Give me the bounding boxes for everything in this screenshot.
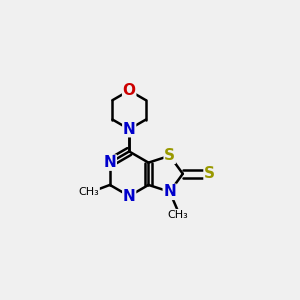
Text: CH₃: CH₃	[167, 209, 188, 220]
Text: S: S	[204, 166, 215, 181]
Text: S: S	[164, 148, 175, 163]
Text: N: N	[103, 155, 116, 170]
Text: CH₃: CH₃	[79, 187, 99, 197]
Text: N: N	[123, 189, 136, 204]
Text: N: N	[163, 184, 176, 199]
Text: O: O	[123, 83, 136, 98]
Text: N: N	[123, 122, 136, 137]
